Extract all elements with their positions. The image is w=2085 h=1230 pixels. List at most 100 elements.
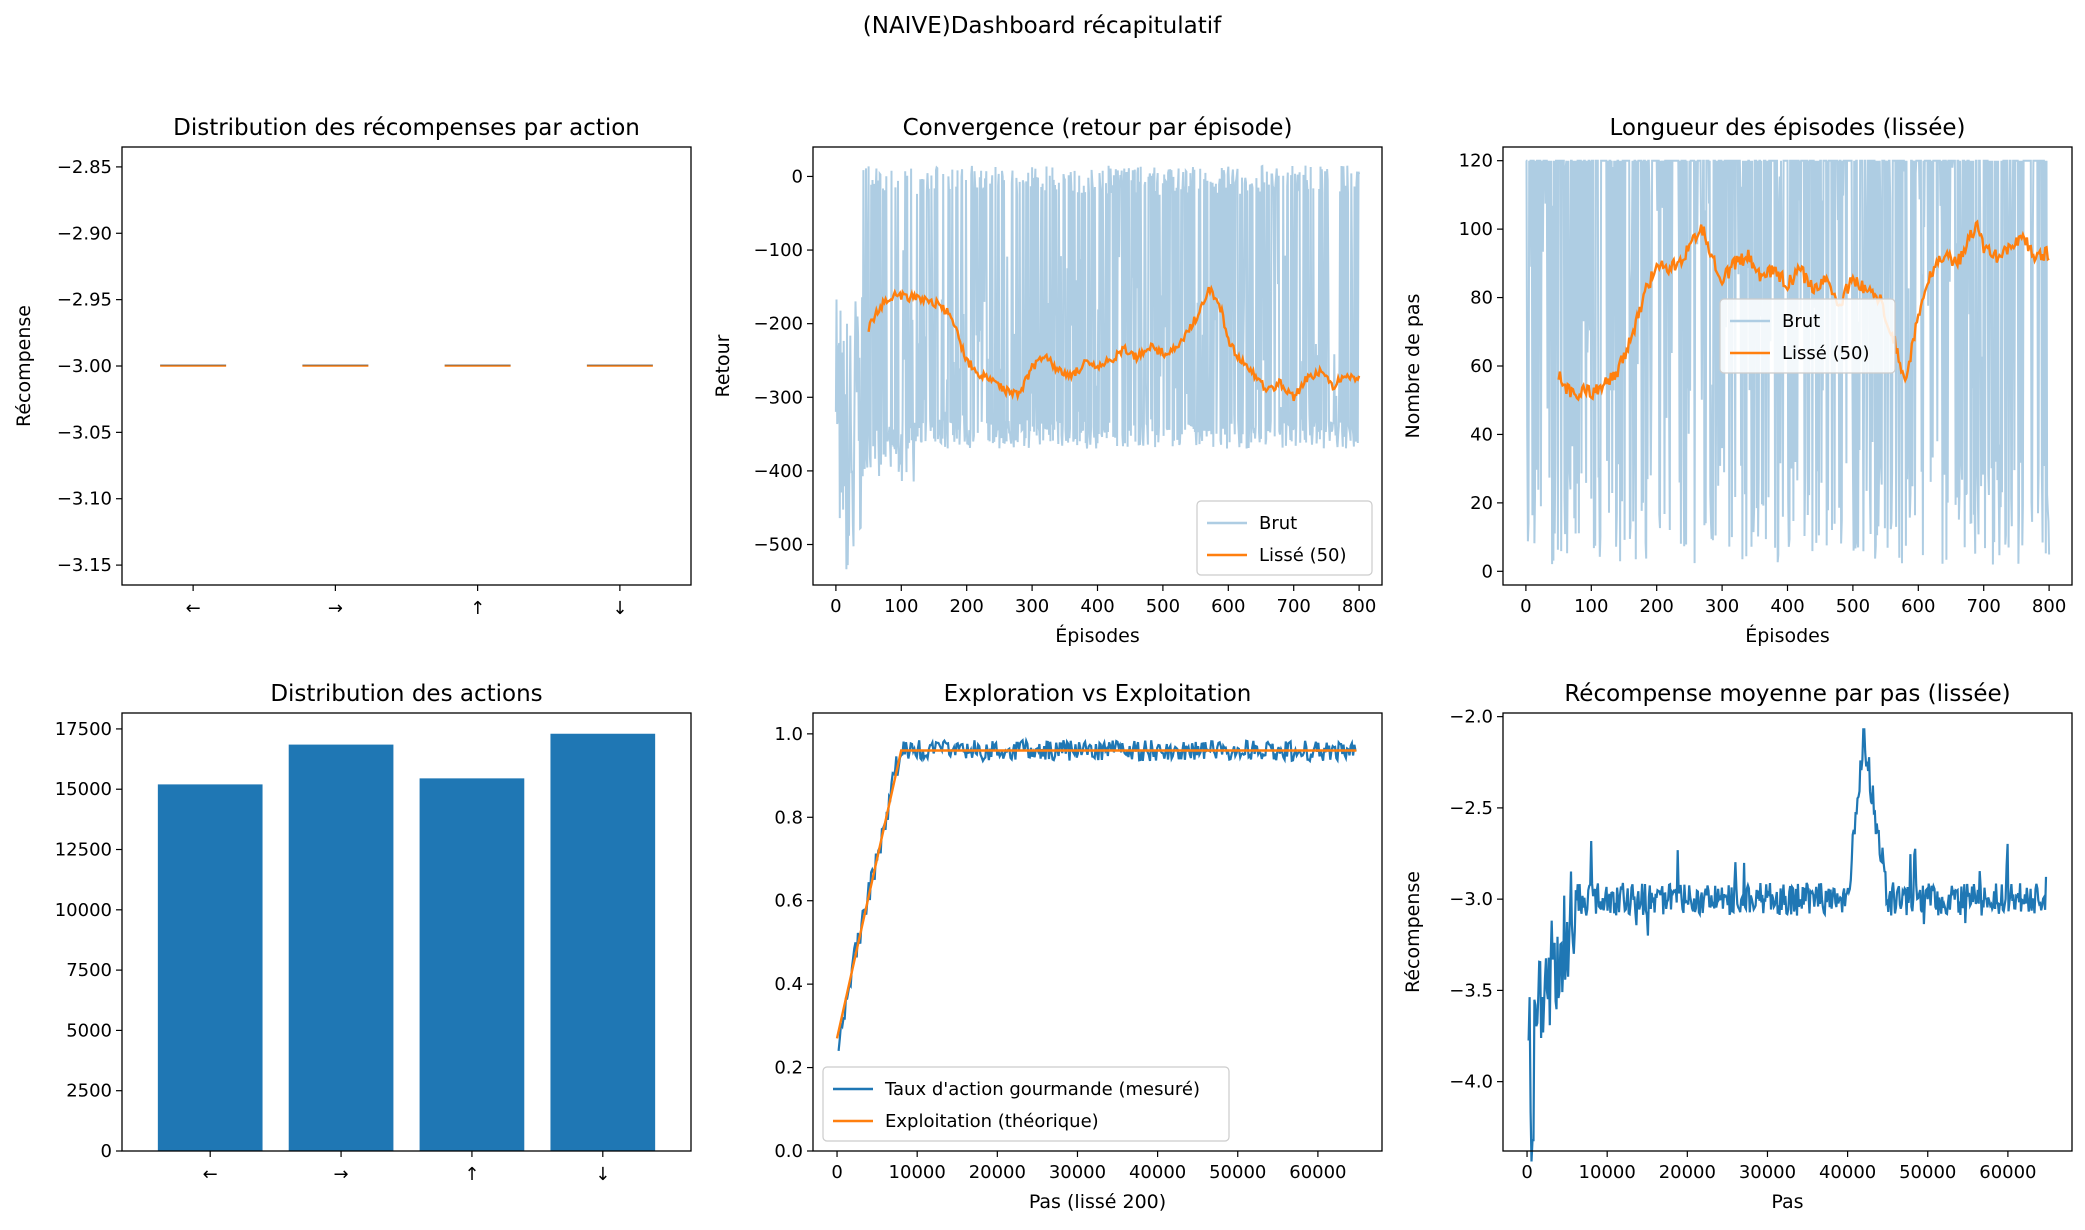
- x-tick-label: ↓: [612, 598, 627, 619]
- y-tick-label: 0: [792, 166, 803, 187]
- x-axis-label: Épisodes: [1745, 624, 1830, 647]
- axes-frame: [1502, 712, 2073, 1152]
- y-tick-label: 0.6: [774, 891, 803, 912]
- x-tick-label: 60000: [1289, 1162, 1346, 1183]
- y-tick-label: 10000: [55, 900, 112, 921]
- legend-entry: Lissé (50): [1782, 343, 1870, 364]
- x-tick-label: 600: [1211, 596, 1245, 617]
- x-tick-label: 800: [2032, 596, 2066, 617]
- x-tick-label: ←: [203, 1164, 218, 1185]
- series-smoothed-line: [1557, 219, 2050, 402]
- y-tick-label: −3.5: [1449, 980, 1493, 1001]
- legend: Brut Lissé (50): [1719, 298, 1896, 374]
- axes-frame: [1502, 146, 2073, 586]
- x-tick-label: 700: [1967, 596, 2001, 617]
- x-tick-label: →: [328, 598, 343, 619]
- legend-entry: Taux d'action gourmande (mesuré): [884, 1079, 1200, 1100]
- x-tick-label: 200: [950, 596, 984, 617]
- y-tick-label: 12500: [55, 840, 112, 861]
- x-tick-label: ←: [186, 598, 201, 619]
- legend: Taux d'action gourmande (mesuré) Exploita…: [822, 1066, 1230, 1142]
- panel-title: Exploration vs Exploitation: [944, 681, 1252, 707]
- panel-mean-reward: −2.0 −2.5 −3.0 −3.5 −4.0 0 10000 20000 30000 4000…: [1402, 681, 2073, 1213]
- y-tick-label: 100: [1459, 219, 1493, 240]
- bar: [550, 733, 656, 1151]
- x-tick-label: 400: [1770, 596, 1804, 617]
- y-tick-label: 0: [1482, 561, 1493, 582]
- x-tick-label: 50000: [1209, 1162, 1266, 1183]
- y-tick-label: 60: [1470, 356, 1493, 377]
- x-tick-label: 10000: [1579, 1162, 1636, 1183]
- y-tick-label: −3.05: [57, 422, 112, 443]
- x-tick-label: 100: [884, 596, 918, 617]
- y-axis-label: Nombre de pas: [1402, 294, 1424, 439]
- y-tick-label: −100: [754, 240, 803, 261]
- y-tick-label: 2500: [66, 1081, 112, 1102]
- legend-box: [822, 1066, 1230, 1142]
- panel-title: Longueur des épisodes (lissée): [1609, 115, 1965, 141]
- panel-convergence: 0 −100 −200 −300 −400 −500 0 100 200 300 400 500 600…: [712, 115, 1383, 647]
- series-greedy-rate-line: [837, 736, 1357, 1052]
- y-tick-label: −200: [754, 314, 803, 335]
- y-tick-label: −2.0: [1449, 707, 1493, 728]
- y-tick-label: 7500: [66, 960, 112, 981]
- series-smoothed-line: [867, 284, 1361, 402]
- axes-frame: [812, 712, 1383, 1152]
- x-tick-label: 300: [1705, 596, 1739, 617]
- y-tick-label: 80: [1470, 288, 1493, 309]
- series-raw-line: [1525, 159, 2051, 565]
- x-axis-label: Épisodes: [1055, 624, 1140, 647]
- x-tick-label: 20000: [1659, 1162, 1716, 1183]
- bar: [157, 784, 263, 1151]
- x-tick-label: ↑: [464, 1164, 479, 1185]
- x-tick-label: 60000: [1979, 1162, 2036, 1183]
- y-tick-label: −500: [754, 535, 803, 556]
- x-tick-label: 700: [1277, 596, 1311, 617]
- panel-episode-length: 0 20 40 60 80 100 120 0 100 200 300 400 500 600 700 800…: [1402, 115, 2073, 647]
- y-tick-label: 17500: [55, 719, 112, 740]
- x-tick-label: 0: [830, 596, 841, 617]
- x-tick-label: ↑: [470, 598, 485, 619]
- y-tick-label: 1.0: [774, 724, 803, 745]
- y-tick-label: −2.85: [57, 157, 112, 178]
- x-tick-label: ↓: [595, 1164, 610, 1185]
- y-tick-label: −3.0: [1449, 889, 1493, 910]
- x-tick-label: 500: [1836, 596, 1870, 617]
- legend-entry: Exploitation (théorique): [885, 1111, 1099, 1132]
- axes-frame: [812, 146, 1383, 586]
- y-tick-label: −400: [754, 461, 803, 482]
- x-tick-label: 0: [831, 1162, 842, 1183]
- y-tick-label: 0.8: [774, 807, 803, 828]
- y-axis-label: Récompense: [1402, 871, 1424, 993]
- x-tick-label: 40000: [1129, 1162, 1186, 1183]
- axes-frame: [121, 712, 692, 1152]
- panel-exploration: 0.0 0.2 0.4 0.6 0.8 1.0 0 10000 20000 30000 40000 5…: [774, 681, 1383, 1213]
- series-theoretical-line: [835, 749, 1357, 1039]
- x-tick-label: 200: [1640, 596, 1674, 617]
- x-axis-label: Pas: [1771, 1191, 1803, 1213]
- panel-title: Distribution des récompenses par action: [173, 115, 640, 141]
- y-axis-label: Retour: [712, 334, 734, 397]
- y-tick-label: −2.5: [1449, 798, 1493, 819]
- y-tick-label: −4.0: [1449, 1072, 1493, 1093]
- legend-entry: Lissé (50): [1259, 545, 1347, 566]
- x-tick-label: 50000: [1899, 1162, 1956, 1183]
- series-raw-line: [834, 164, 1361, 570]
- y-tick-label: −3.10: [57, 489, 112, 510]
- legend-box: [1719, 298, 1896, 374]
- figure-suptitle: (NAIVE)Dashboard récapitulatif: [863, 13, 1222, 39]
- y-tick-label: −2.90: [57, 223, 112, 244]
- legend: Brut Lissé (50): [1196, 500, 1373, 576]
- legend-entry: Brut: [1782, 311, 1820, 332]
- y-tick-label: −3.00: [57, 356, 112, 377]
- panel-title: Récompense moyenne par pas (lissée): [1564, 681, 2010, 707]
- y-tick-label: 20: [1470, 493, 1493, 514]
- x-tick-label: 300: [1015, 596, 1049, 617]
- x-tick-label: 800: [1342, 596, 1376, 617]
- x-tick-label: 30000: [1739, 1162, 1796, 1183]
- panel-title: Distribution des actions: [270, 681, 542, 707]
- y-axis-label: Récompense: [13, 305, 35, 427]
- x-tick-label: 100: [1574, 596, 1608, 617]
- y-tick-label: 40: [1470, 424, 1493, 445]
